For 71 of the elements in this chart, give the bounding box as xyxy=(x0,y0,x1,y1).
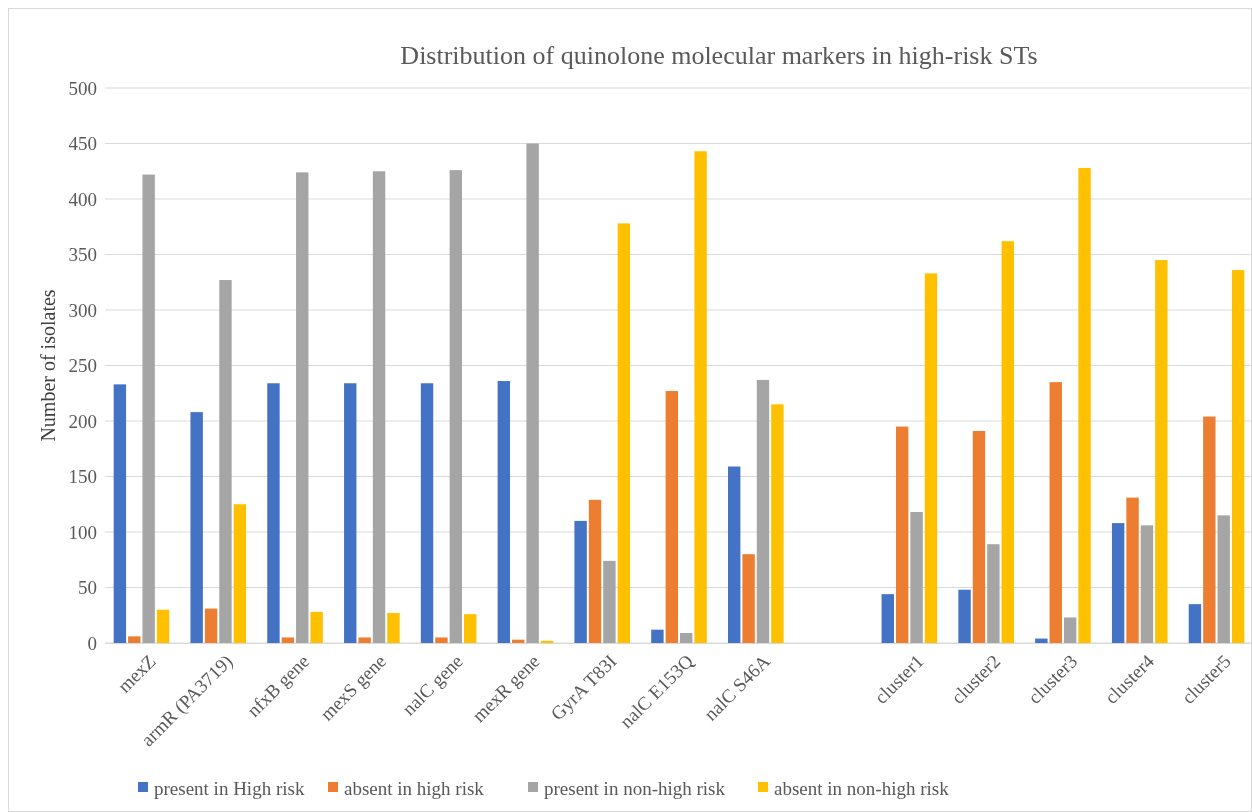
y-tick-label: 300 xyxy=(68,299,97,321)
bar xyxy=(1001,241,1014,643)
y-tick-label: 50 xyxy=(78,577,97,599)
bar xyxy=(1203,416,1216,643)
bar xyxy=(694,151,707,643)
chart-title: Distribution of quinolone molecular markers in high-risk STs xyxy=(400,41,1038,70)
bar xyxy=(972,430,986,643)
y-tick-label: 250 xyxy=(68,355,97,377)
bar xyxy=(204,608,218,643)
bar xyxy=(924,273,938,643)
bar xyxy=(142,174,155,643)
bar xyxy=(1188,604,1202,643)
bar xyxy=(1217,515,1230,643)
bar xyxy=(680,633,693,643)
y-tick-label: 350 xyxy=(68,244,97,266)
bar xyxy=(771,404,784,643)
bar xyxy=(1231,270,1245,643)
y-axis-title: Number of isolates xyxy=(37,289,59,442)
bar xyxy=(267,383,280,643)
bar xyxy=(756,379,770,643)
bar xyxy=(910,512,923,643)
bar xyxy=(1140,525,1154,643)
bar xyxy=(372,171,386,643)
bar xyxy=(497,381,511,643)
bar xyxy=(281,637,295,643)
bar xyxy=(219,280,232,643)
bar xyxy=(987,544,1000,643)
legend-label: present in non-high risk xyxy=(544,777,726,799)
bar xyxy=(1111,523,1125,643)
bar xyxy=(387,613,400,643)
bar xyxy=(665,391,678,643)
bar xyxy=(958,589,971,643)
bar xyxy=(651,629,664,643)
legend-label: absent in high risk xyxy=(344,777,485,799)
legend-label: absent in non-high risk xyxy=(774,777,950,799)
y-tick-label: 200 xyxy=(68,410,97,432)
bar xyxy=(296,172,309,643)
bar xyxy=(1126,497,1139,643)
bar xyxy=(1063,617,1077,643)
y-tick-label: 400 xyxy=(68,188,97,210)
y-tick-label: 150 xyxy=(68,466,97,488)
y-tick-label: 0 xyxy=(87,632,97,654)
bar xyxy=(881,594,894,643)
bar xyxy=(435,637,448,643)
bar xyxy=(1155,260,1168,643)
bar xyxy=(233,504,247,643)
bar xyxy=(420,383,434,643)
bar xyxy=(358,637,371,643)
bar xyxy=(113,384,127,643)
bar xyxy=(310,611,323,643)
bar xyxy=(727,466,741,643)
bar xyxy=(603,560,616,643)
legend-label: present in High risk xyxy=(154,777,305,799)
bar xyxy=(742,554,755,643)
bar xyxy=(156,609,170,643)
bar xyxy=(1035,638,1048,643)
bar xyxy=(1078,167,1091,643)
bar xyxy=(895,426,909,643)
bar xyxy=(617,223,631,643)
y-tick-label: 450 xyxy=(68,133,97,155)
bar xyxy=(526,143,539,643)
y-tick-label: 500 xyxy=(68,77,97,99)
bar xyxy=(464,614,477,643)
bar xyxy=(190,412,203,643)
bar xyxy=(588,499,602,643)
bar xyxy=(449,170,463,643)
bar xyxy=(574,520,587,643)
y-tick-label: 100 xyxy=(68,521,97,543)
bar xyxy=(1049,382,1062,643)
bar xyxy=(344,383,357,643)
bar xyxy=(128,636,141,643)
